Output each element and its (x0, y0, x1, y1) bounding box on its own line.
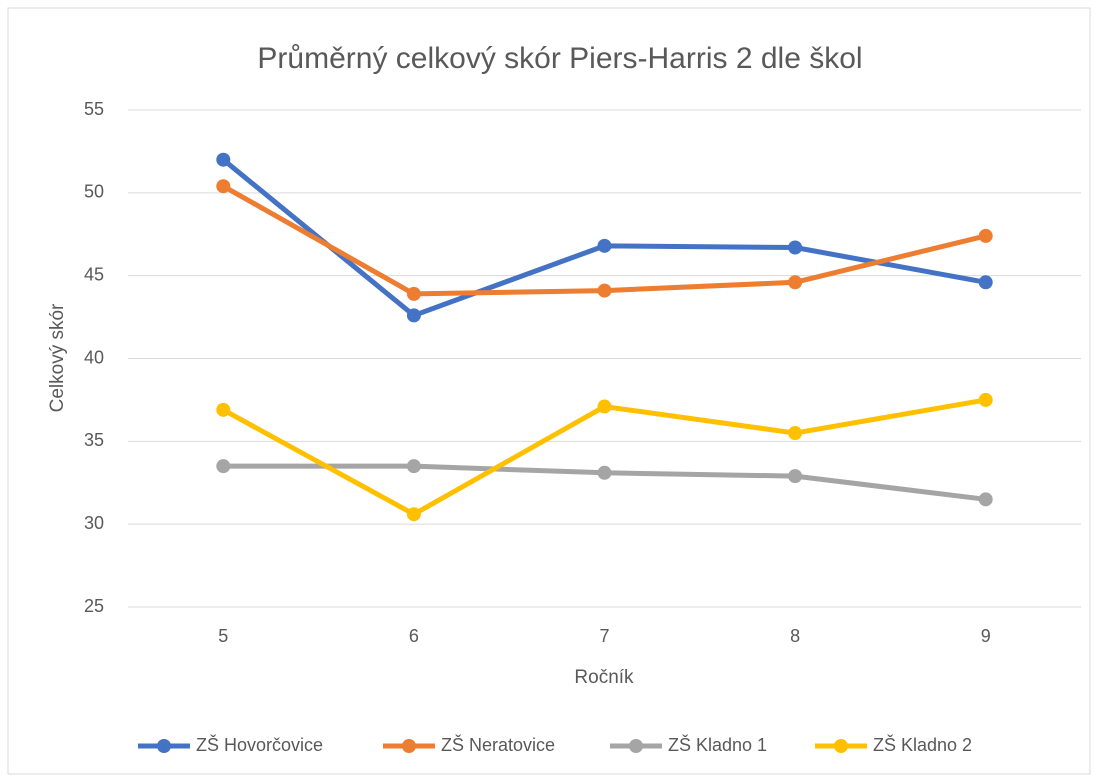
data-point (788, 426, 803, 441)
x-tick-label: 5 (218, 626, 228, 646)
data-point (406, 308, 421, 323)
data-point (978, 228, 993, 243)
legend-label: ZŠ Kladno 2 (873, 734, 972, 755)
legend-label: ZŠ Neratovice (441, 734, 555, 755)
data-point (788, 240, 803, 255)
data-point (216, 179, 231, 194)
x-tick-label: 8 (790, 626, 800, 646)
legend-marker (157, 739, 171, 753)
data-point (788, 469, 803, 484)
legend-marker (629, 739, 643, 753)
data-point (597, 399, 612, 414)
data-point (597, 283, 612, 298)
y-tick-label: 45 (84, 264, 104, 284)
x-tick-label: 7 (599, 626, 609, 646)
data-point (597, 238, 612, 253)
data-point (406, 507, 421, 522)
legend-marker (834, 739, 848, 753)
y-tick-label: 25 (84, 596, 104, 616)
x-tick-label: 6 (409, 626, 419, 646)
y-axis-label: Celkový skór (47, 303, 68, 412)
data-point (216, 152, 231, 167)
y-tick-label: 30 (84, 513, 104, 533)
data-point (788, 275, 803, 290)
data-point (406, 459, 421, 474)
data-point (406, 286, 421, 301)
data-point (978, 492, 993, 507)
y-tick-label: 35 (84, 430, 104, 450)
chart-title: Průměrný celkový skór Piers-Harris 2 dle… (257, 42, 862, 75)
data-point (978, 392, 993, 407)
y-tick-label: 55 (84, 99, 104, 119)
legend-marker (402, 739, 416, 753)
chart-frame (7, 7, 1091, 775)
data-point (978, 275, 993, 290)
y-tick-label: 50 (84, 182, 104, 202)
y-tick-label: 40 (84, 347, 104, 367)
legend-label: ZŠ Hovorčovice (196, 734, 323, 755)
x-tick-label: 9 (981, 626, 991, 646)
data-point (597, 465, 612, 480)
legend-label: ZŠ Kladno 1 (668, 734, 767, 755)
data-point (216, 402, 231, 417)
x-axis-label: Ročník (574, 667, 634, 688)
data-point (216, 459, 231, 474)
